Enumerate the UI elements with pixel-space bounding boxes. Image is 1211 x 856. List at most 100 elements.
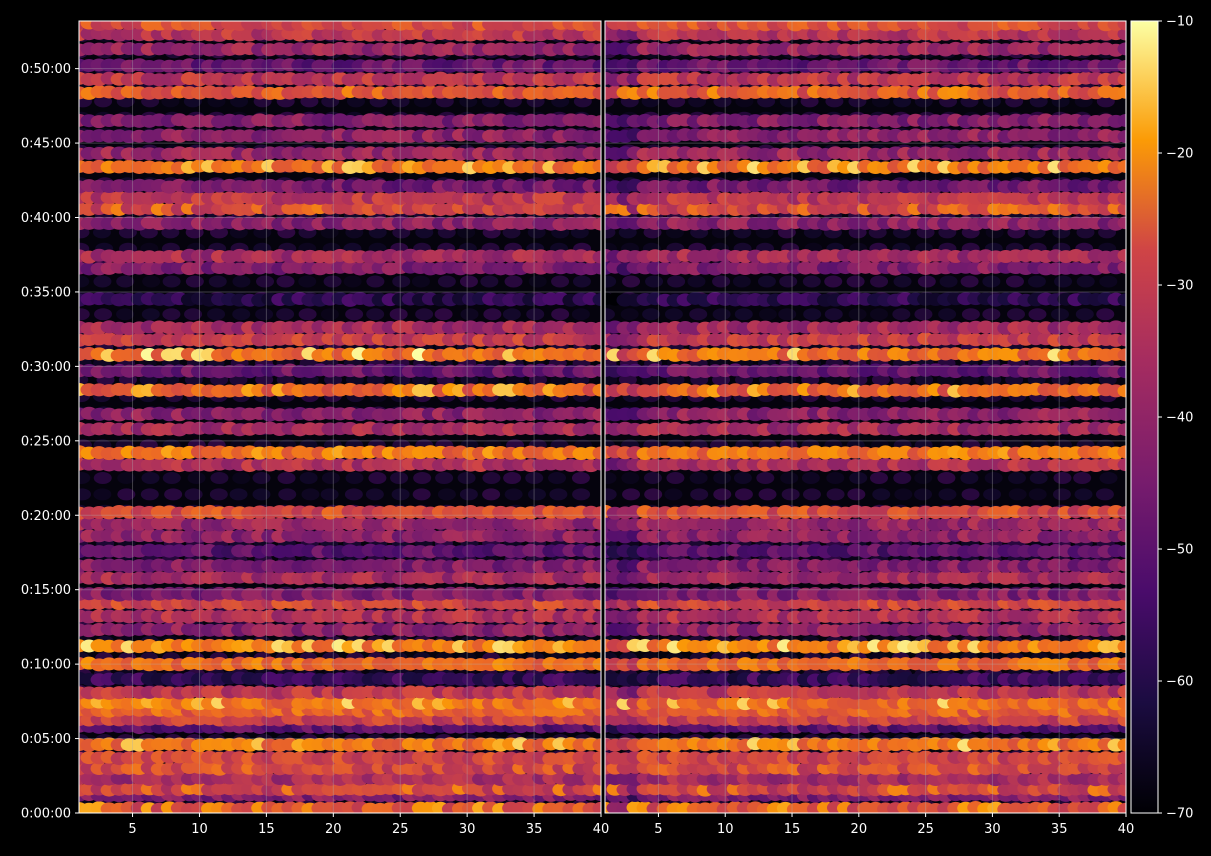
spectrogram-cell [984,472,1003,485]
spectrogram-cell [1095,488,1114,501]
spectrogram-cell [894,488,913,501]
spectrogram-cell [592,506,601,520]
spectrogram-cell [1099,275,1118,288]
spectrogram-cell [1028,308,1047,321]
spectrogram-cell [503,472,522,485]
spectrogram-cell [320,308,339,321]
spectrogram-cell [117,488,136,501]
spectrogram-cell [621,472,640,485]
spectrogram-cell [870,275,889,288]
spectrogram-cell [757,275,776,288]
spectrogram-cell [320,488,339,501]
spectrogram-cell [1054,275,1073,288]
spectrogram-cell [592,713,601,727]
spectrogram-cell [592,762,601,776]
spectrogram-cell [592,457,601,471]
spectrogram-cell [592,115,601,129]
spectrogram-cell [572,488,591,501]
spectrogram-cell [459,275,478,288]
spectrogram-cell [914,488,933,501]
spectrogram-cell [139,226,158,239]
spectrogram-cell [592,202,601,216]
spectrogram-cell [255,308,274,321]
spectrogram-cell [229,488,248,501]
spectrogram-cell [939,275,958,288]
spectrogram-cell [460,308,479,321]
spectrogram-cell [435,472,454,485]
spectrogram-cell [664,308,683,321]
spectrogram-cell [756,472,775,485]
spectrogram-cell [321,472,340,485]
spectrogram-cell [551,275,570,288]
spectrogram-cell [592,250,601,264]
spectrogram-cell [592,750,601,764]
spectrogram-cell [343,275,362,288]
spectrogram-cell [733,472,752,485]
spectrogram-cell [779,275,798,288]
spectrogram-cell [210,226,229,239]
spectrogram-cell [824,275,843,288]
spectrogram-cell [938,488,957,501]
spectrogram-cell [893,275,912,288]
spectrogram-cell [320,226,339,239]
spectrogram-cell [392,226,411,239]
spectrogram-cell [755,226,774,239]
spectrogram-cell [937,472,956,485]
spectrogram-cell [848,308,867,321]
spectrogram-cell [161,226,180,239]
spectrogram-cell [592,738,601,752]
spectrogram-cell [480,275,499,288]
spectrogram-cell [392,275,411,288]
spectrogram-cell [689,472,708,485]
spectrogram-cell [79,275,90,288]
spectrogram-cell [758,308,777,321]
spectrogram-cell [687,275,706,288]
spectrogram-cell [592,446,601,460]
spectrogram-cell [187,472,206,485]
spectrogram-cell [960,275,979,288]
spectrogram-cell [276,275,295,288]
spectrogram-cell [802,488,821,501]
spectrogram-cell [252,472,271,485]
spectrogram-cell [162,308,181,321]
spectrogram-cell [778,373,797,386]
spectrogram-cell [161,373,180,386]
spectrogram-cell [734,308,753,321]
spectrogram-cell [592,192,601,206]
spectrogram-cell [734,488,753,501]
spectrogram-cell [502,308,521,321]
spectrogram-cell [592,86,601,100]
spectrogram-cell [667,95,686,108]
spectrogram-cell [592,622,601,636]
spectrogram-cell [528,275,547,288]
spectrogram-cell [869,308,888,321]
spectrogram-cell [592,772,601,786]
spectrogram-cell [849,472,868,485]
spectrogram-cell [344,488,363,501]
spectrogram-cell [826,472,845,485]
spectrogram-cell [142,275,161,288]
spectrogram-cell [982,308,1001,321]
spectrogram-cell [712,275,731,288]
spectrogram-cell [140,488,159,501]
spectrogram-cell [592,686,601,700]
spectrogram-cell [592,59,601,73]
spectrogram-cell [481,95,500,108]
spectrogram-cell [960,472,979,485]
spectrogram-cell [592,363,601,377]
spectrogram-cell [1029,472,1048,485]
spectrogram-cell [482,488,501,501]
spectrogram-cell [592,130,601,144]
spectrogram-cell [323,275,342,288]
spectrogram-cell [592,529,601,543]
spectrogram-cell [345,308,364,321]
spectrogram-cell [592,559,601,573]
spectrogram-cell [413,472,432,485]
spectrogram-cell [571,472,590,485]
spectrogram-cell [256,275,275,288]
spectrogram-cell [526,308,545,321]
spectrogram-cell [411,373,430,386]
spectrogram-cell [117,472,136,485]
spectrogram-cell [525,472,544,485]
